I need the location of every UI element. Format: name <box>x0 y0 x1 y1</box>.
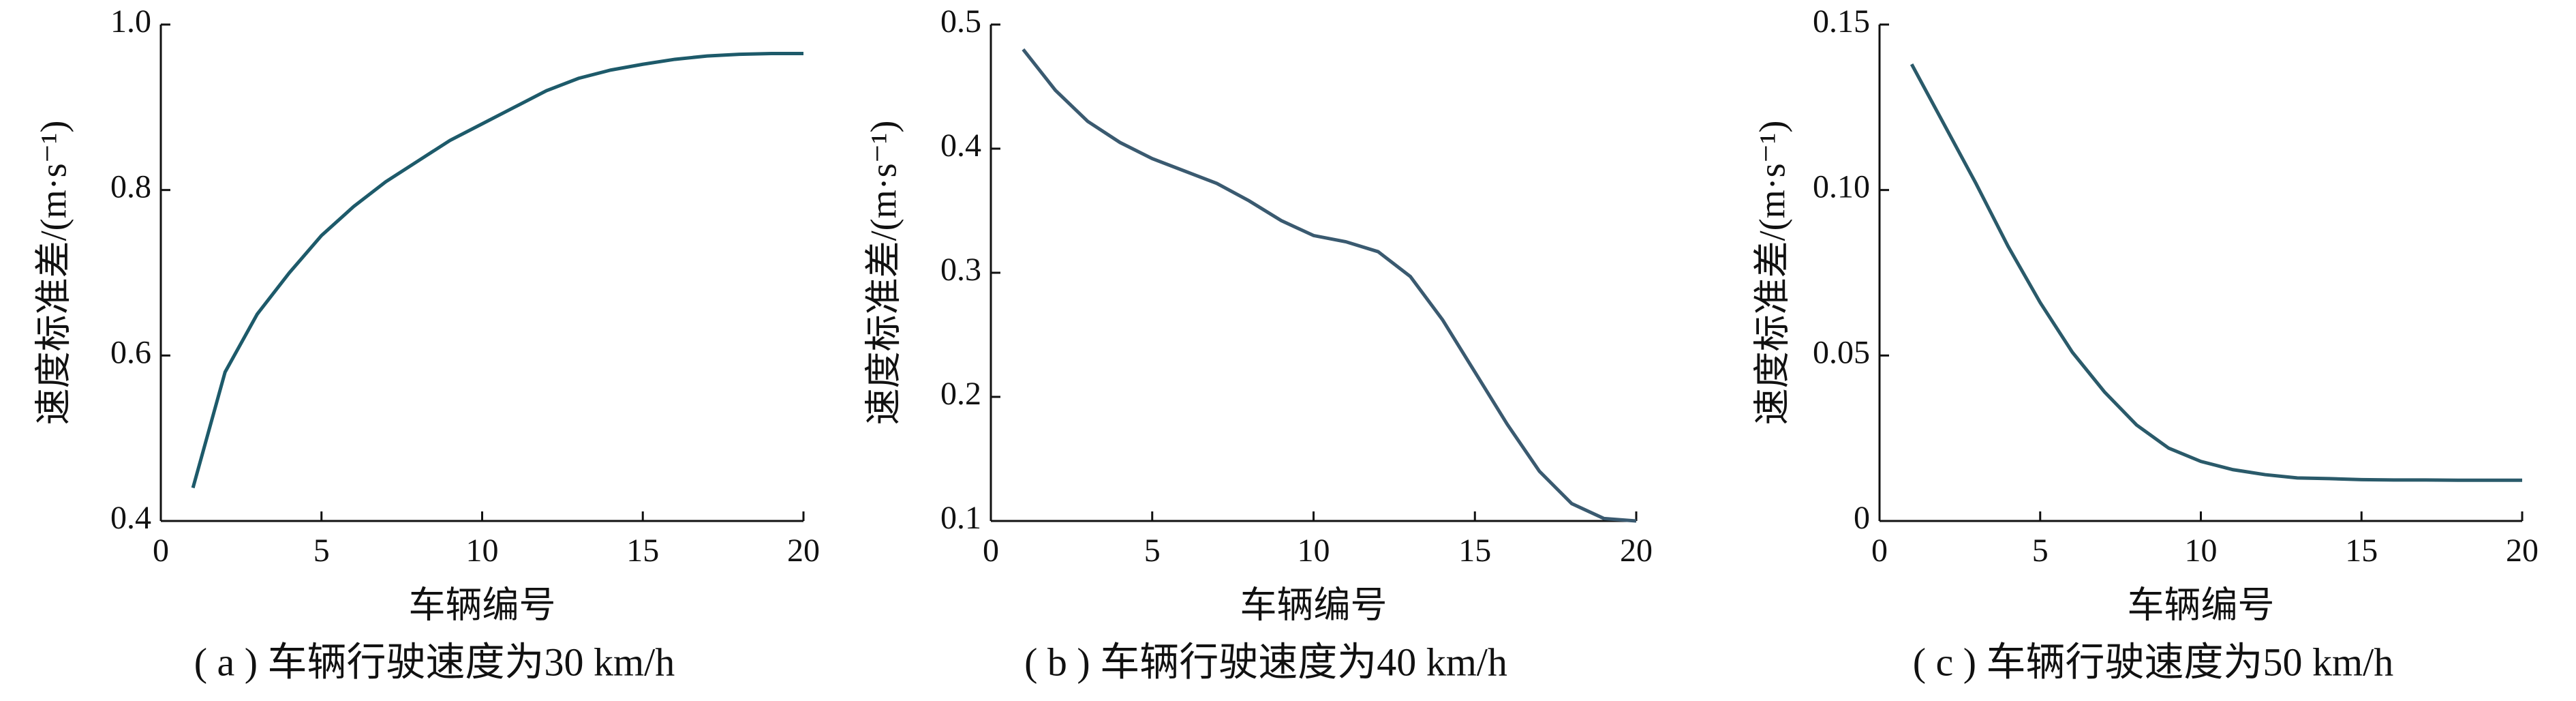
x-tick-label: 20 <box>1620 533 1653 569</box>
x-axis-label: 车辆编号 <box>1240 584 1387 625</box>
y-tick-label: 0.4 <box>940 128 981 164</box>
y-tick-label: 0.5 <box>940 3 981 40</box>
y-tick-label: 0.05 <box>1813 334 1870 370</box>
x-tick-label: 15 <box>626 533 659 569</box>
y-tick-label: 0.1 <box>940 500 981 536</box>
y-tick-label: 0 <box>1854 500 1870 536</box>
data-line <box>1910 63 2522 482</box>
x-tick-label: 5 <box>1144 533 1161 569</box>
caption: ( c ) 车辆行驶速度为50 km/h <box>1913 640 2394 684</box>
x-tick-label: 20 <box>787 533 820 569</box>
caption: ( b ) 车辆行驶速度为40 km/h <box>1024 640 1507 684</box>
x-tick-label: 5 <box>2032 533 2049 569</box>
x-tick-label: 0 <box>153 533 169 569</box>
y-tick-label: 0.10 <box>1813 169 1870 205</box>
x-tick-label: 15 <box>2345 533 2378 569</box>
x-axis-label: 车辆编号 <box>2128 584 2275 625</box>
y-axis-label: 速度标准差/(m·s⁻¹) <box>33 121 74 426</box>
x-tick-label: 15 <box>1458 533 1491 569</box>
x-tick-label: 0 <box>1871 533 1888 569</box>
caption: ( a ) 车辆行驶速度为30 km/h <box>194 640 675 684</box>
y-axis-label: 速度标准差/(m·s⁻¹) <box>863 121 904 426</box>
y-tick-label: 1.0 <box>110 3 151 40</box>
data-line <box>1022 48 1637 523</box>
x-tick-label: 10 <box>466 533 499 569</box>
x-tick-label: 10 <box>2185 533 2218 569</box>
x-tick-label: 20 <box>2506 533 2539 569</box>
x-tick-label: 0 <box>983 533 999 569</box>
x-tick-label: 5 <box>313 533 330 569</box>
y-tick-label: 0.2 <box>940 376 981 412</box>
y-tick-label: 0.4 <box>110 500 151 536</box>
x-tick-label: 10 <box>1298 533 1330 569</box>
y-tick-label: 0.3 <box>940 252 981 288</box>
y-tick-label: 0.8 <box>110 169 151 205</box>
data-line <box>191 51 803 489</box>
y-axis-label: 速度标准差/(m·s⁻¹) <box>1751 121 1792 426</box>
y-tick-label: 0.6 <box>110 334 151 370</box>
y-tick-label: 0.15 <box>1813 3 1870 40</box>
x-axis-label: 车辆编号 <box>409 584 556 625</box>
